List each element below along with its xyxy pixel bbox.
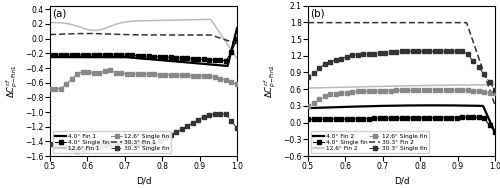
X-axis label: D/d: D/d xyxy=(394,177,409,186)
Y-axis label: $\Delta C^{cf}_{p\mathregular{-Fin2}}$: $\Delta C^{cf}_{p\mathregular{-Fin2}}$ xyxy=(262,64,278,98)
X-axis label: D/d: D/d xyxy=(136,177,152,186)
Legend: 4.0° Fin 1, 4.0° Single fin, 12.6° Fin 1, 12.6° Single fin, 30.3° Fin 1, 30.3° S: 4.0° Fin 1, 4.0° Single fin, 12.6° Fin 1… xyxy=(53,131,172,153)
Text: (b): (b) xyxy=(310,9,324,19)
Text: (a): (a) xyxy=(52,9,66,19)
Legend: 4.0° Fin 2, 4.0° Single fin, 12.6° Fin 2, 12.6° Single fin, 30.3° Fin 2, 30.3° S: 4.0° Fin 2, 4.0° Single fin, 12.6° Fin 2… xyxy=(311,131,430,153)
Y-axis label: $\Delta C^{cf}_{p\mathregular{-Fin1}}$: $\Delta C^{cf}_{p\mathregular{-Fin1}}$ xyxy=(4,64,20,98)
